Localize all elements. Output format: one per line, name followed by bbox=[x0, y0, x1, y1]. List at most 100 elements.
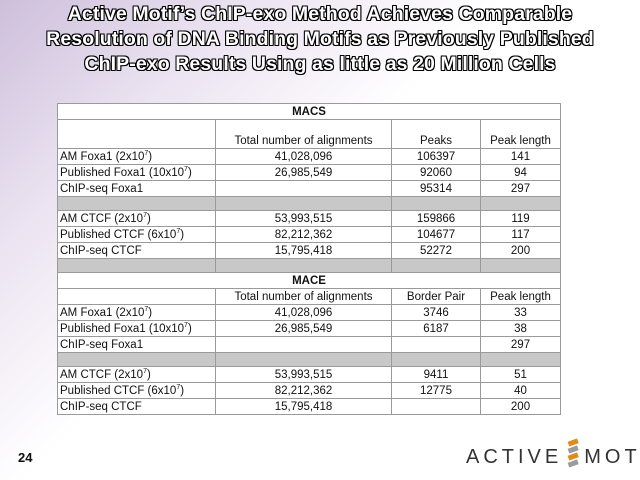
title-line-3: ChIP-exo Results Using as little as 20 M… bbox=[84, 53, 556, 75]
alignments-cell: 53,993,515 bbox=[215, 366, 392, 383]
sample-name: ChIP-seq Foxa1 bbox=[60, 183, 144, 195]
separator-cell bbox=[57, 196, 216, 211]
sample-close: ) bbox=[180, 385, 185, 397]
table-row: Published CTCF (6x107) 82,212,362 12775 40 bbox=[57, 382, 561, 399]
length-cell: 297 bbox=[480, 336, 561, 353]
length-cell: 141 bbox=[480, 148, 561, 165]
value-cell: 104677 bbox=[391, 226, 481, 243]
table-row: AM Foxa1 (2x107) 41,028,096 3746 33 bbox=[57, 304, 561, 321]
alignments-cell bbox=[215, 180, 392, 197]
table-row: Published Foxa1 (10x107) 26,985,549 92060 9… bbox=[57, 164, 561, 181]
mace-heading: MACE bbox=[57, 272, 561, 289]
macs-column-header-row: Total number of alignments Peaks Peak leng… bbox=[57, 119, 561, 149]
table-row: ChIP-seq CTCF 15,795,418 200 bbox=[57, 398, 561, 415]
results-table: MACS Total number of alignments Peaks Peak … bbox=[57, 103, 561, 415]
sample-name: Published Foxa1 (10x10 bbox=[60, 323, 185, 335]
table-row: AM CTCF (2x107) 53,993,515 9411 51 bbox=[57, 366, 561, 383]
value-cell: 12775 bbox=[391, 382, 481, 399]
alignments-cell: 41,028,096 bbox=[215, 304, 392, 321]
value-cell: 3746 bbox=[391, 304, 481, 321]
length-cell: 119 bbox=[480, 210, 561, 227]
length-cell: 200 bbox=[480, 242, 561, 259]
alignments-cell: 26,985,549 bbox=[215, 164, 392, 181]
alignments-cell: 53,993,515 bbox=[215, 210, 392, 227]
alignments-cell: 26,985,549 bbox=[215, 320, 392, 337]
length-cell: 40 bbox=[480, 382, 561, 399]
sample-label: AM CTCF (2x107) bbox=[57, 366, 216, 383]
exponent: 7 bbox=[144, 306, 149, 314]
sample-name: Published CTCF (6x10 bbox=[60, 385, 177, 397]
sample-name: AM Foxa1 (2x10 bbox=[60, 151, 145, 163]
mace-column-header: Peak length bbox=[480, 288, 561, 305]
mace-column-header: Total number of alignments bbox=[215, 288, 392, 305]
sample-label: Published CTCF (6x107) bbox=[57, 226, 216, 243]
sample-name: AM Foxa1 (2x10 bbox=[60, 307, 145, 319]
separator-cell bbox=[215, 352, 392, 367]
alignments-cell: 82,212,362 bbox=[215, 382, 392, 399]
sample-close: ) bbox=[146, 369, 151, 381]
sample-label: ChIP-seq Foxa1 bbox=[57, 336, 216, 353]
table-row: AM CTCF (2x107) 53,993,515 159866 119 bbox=[57, 210, 561, 227]
alignments-cell: 15,795,418 bbox=[215, 242, 392, 259]
sample-label: ChIP-seq Foxa1 bbox=[57, 180, 216, 197]
macs-column-blank bbox=[57, 119, 216, 149]
sample-name: Published Foxa1 (10x10 bbox=[60, 167, 185, 179]
length-cell: 297 bbox=[480, 180, 561, 197]
logo-word-right: MOTIF bbox=[584, 445, 640, 468]
separator-cell bbox=[391, 258, 481, 273]
sample-label: Published Foxa1 (10x107) bbox=[57, 164, 216, 181]
separator-cell bbox=[480, 258, 561, 273]
active-motif-logo: ACTIVE MOTIF ® bbox=[466, 437, 640, 477]
macs-heading: MACS bbox=[57, 103, 561, 120]
slide-title: Active Motif’s ChIP-exo Method Achieves … bbox=[0, 0, 640, 77]
title-line-1: Active Motif’s ChIP-exo Method Achieves … bbox=[67, 3, 573, 25]
separator-cell bbox=[215, 258, 392, 273]
sample-close: ) bbox=[187, 323, 192, 335]
length-cell: 200 bbox=[480, 398, 561, 415]
exponent: 7 bbox=[176, 384, 181, 392]
macs-column-header: Peaks bbox=[391, 119, 481, 149]
sample-label: ChIP-seq CTCF bbox=[57, 242, 216, 259]
sample-label: ChIP-seq CTCF bbox=[57, 398, 216, 415]
value-cell: 95314 bbox=[391, 180, 481, 197]
page-number: 24 bbox=[18, 450, 33, 465]
table-row: Published CTCF (6x107) 82,212,362 104677 11… bbox=[57, 226, 561, 243]
alignments-cell: 82,212,362 bbox=[215, 226, 392, 243]
table-row: AM Foxa1 (2x107) 41,028,096 106397 141 bbox=[57, 148, 561, 165]
sample-name: ChIP-seq Foxa1 bbox=[60, 339, 144, 351]
macs-group-separator bbox=[57, 196, 561, 211]
exponent: 7 bbox=[143, 212, 147, 220]
table-row: ChIP-seq Foxa1 95314 297 bbox=[57, 180, 561, 197]
separator-cell bbox=[480, 352, 561, 367]
sample-name: ChIP-seq CTCF bbox=[60, 245, 142, 257]
sample-name: ChIP-seq CTCF bbox=[60, 401, 142, 413]
macs-end-separator bbox=[57, 258, 561, 273]
mace-column-blank bbox=[57, 288, 216, 305]
mace-heading-row: MACE bbox=[57, 272, 561, 289]
exponent: 7 bbox=[143, 368, 147, 376]
separator-cell bbox=[480, 196, 561, 211]
alignments-cell: 41,028,096 bbox=[215, 148, 392, 165]
sample-name: Published CTCF (6x10 bbox=[60, 229, 177, 241]
value-cell bbox=[391, 336, 481, 353]
sample-close: ) bbox=[146, 213, 151, 225]
separator-cell bbox=[57, 352, 216, 367]
value-cell bbox=[391, 398, 481, 415]
length-cell: 51 bbox=[480, 366, 561, 383]
length-cell: 117 bbox=[480, 226, 561, 243]
logo-dna-icon bbox=[565, 437, 581, 477]
macs-column-header: Peak length bbox=[480, 119, 561, 149]
sample-close: ) bbox=[180, 229, 185, 241]
table-row: Published Foxa1 (10x107) 26,985,549 6187 38 bbox=[57, 320, 561, 337]
exponent: 7 bbox=[184, 322, 188, 330]
sample-label: AM Foxa1 (2x107) bbox=[57, 304, 216, 321]
sample-label: Published Foxa1 (10x107) bbox=[57, 320, 216, 337]
value-cell: 159866 bbox=[391, 210, 481, 227]
length-cell: 38 bbox=[480, 320, 561, 337]
separator-cell bbox=[391, 196, 481, 211]
exponent: 7 bbox=[184, 166, 188, 174]
logo-word-left: ACTIVE bbox=[466, 445, 563, 468]
alignments-cell bbox=[215, 336, 392, 353]
sample-close: ) bbox=[148, 307, 153, 319]
table-row: ChIP-seq CTCF 15,795,418 52272 200 bbox=[57, 242, 561, 259]
